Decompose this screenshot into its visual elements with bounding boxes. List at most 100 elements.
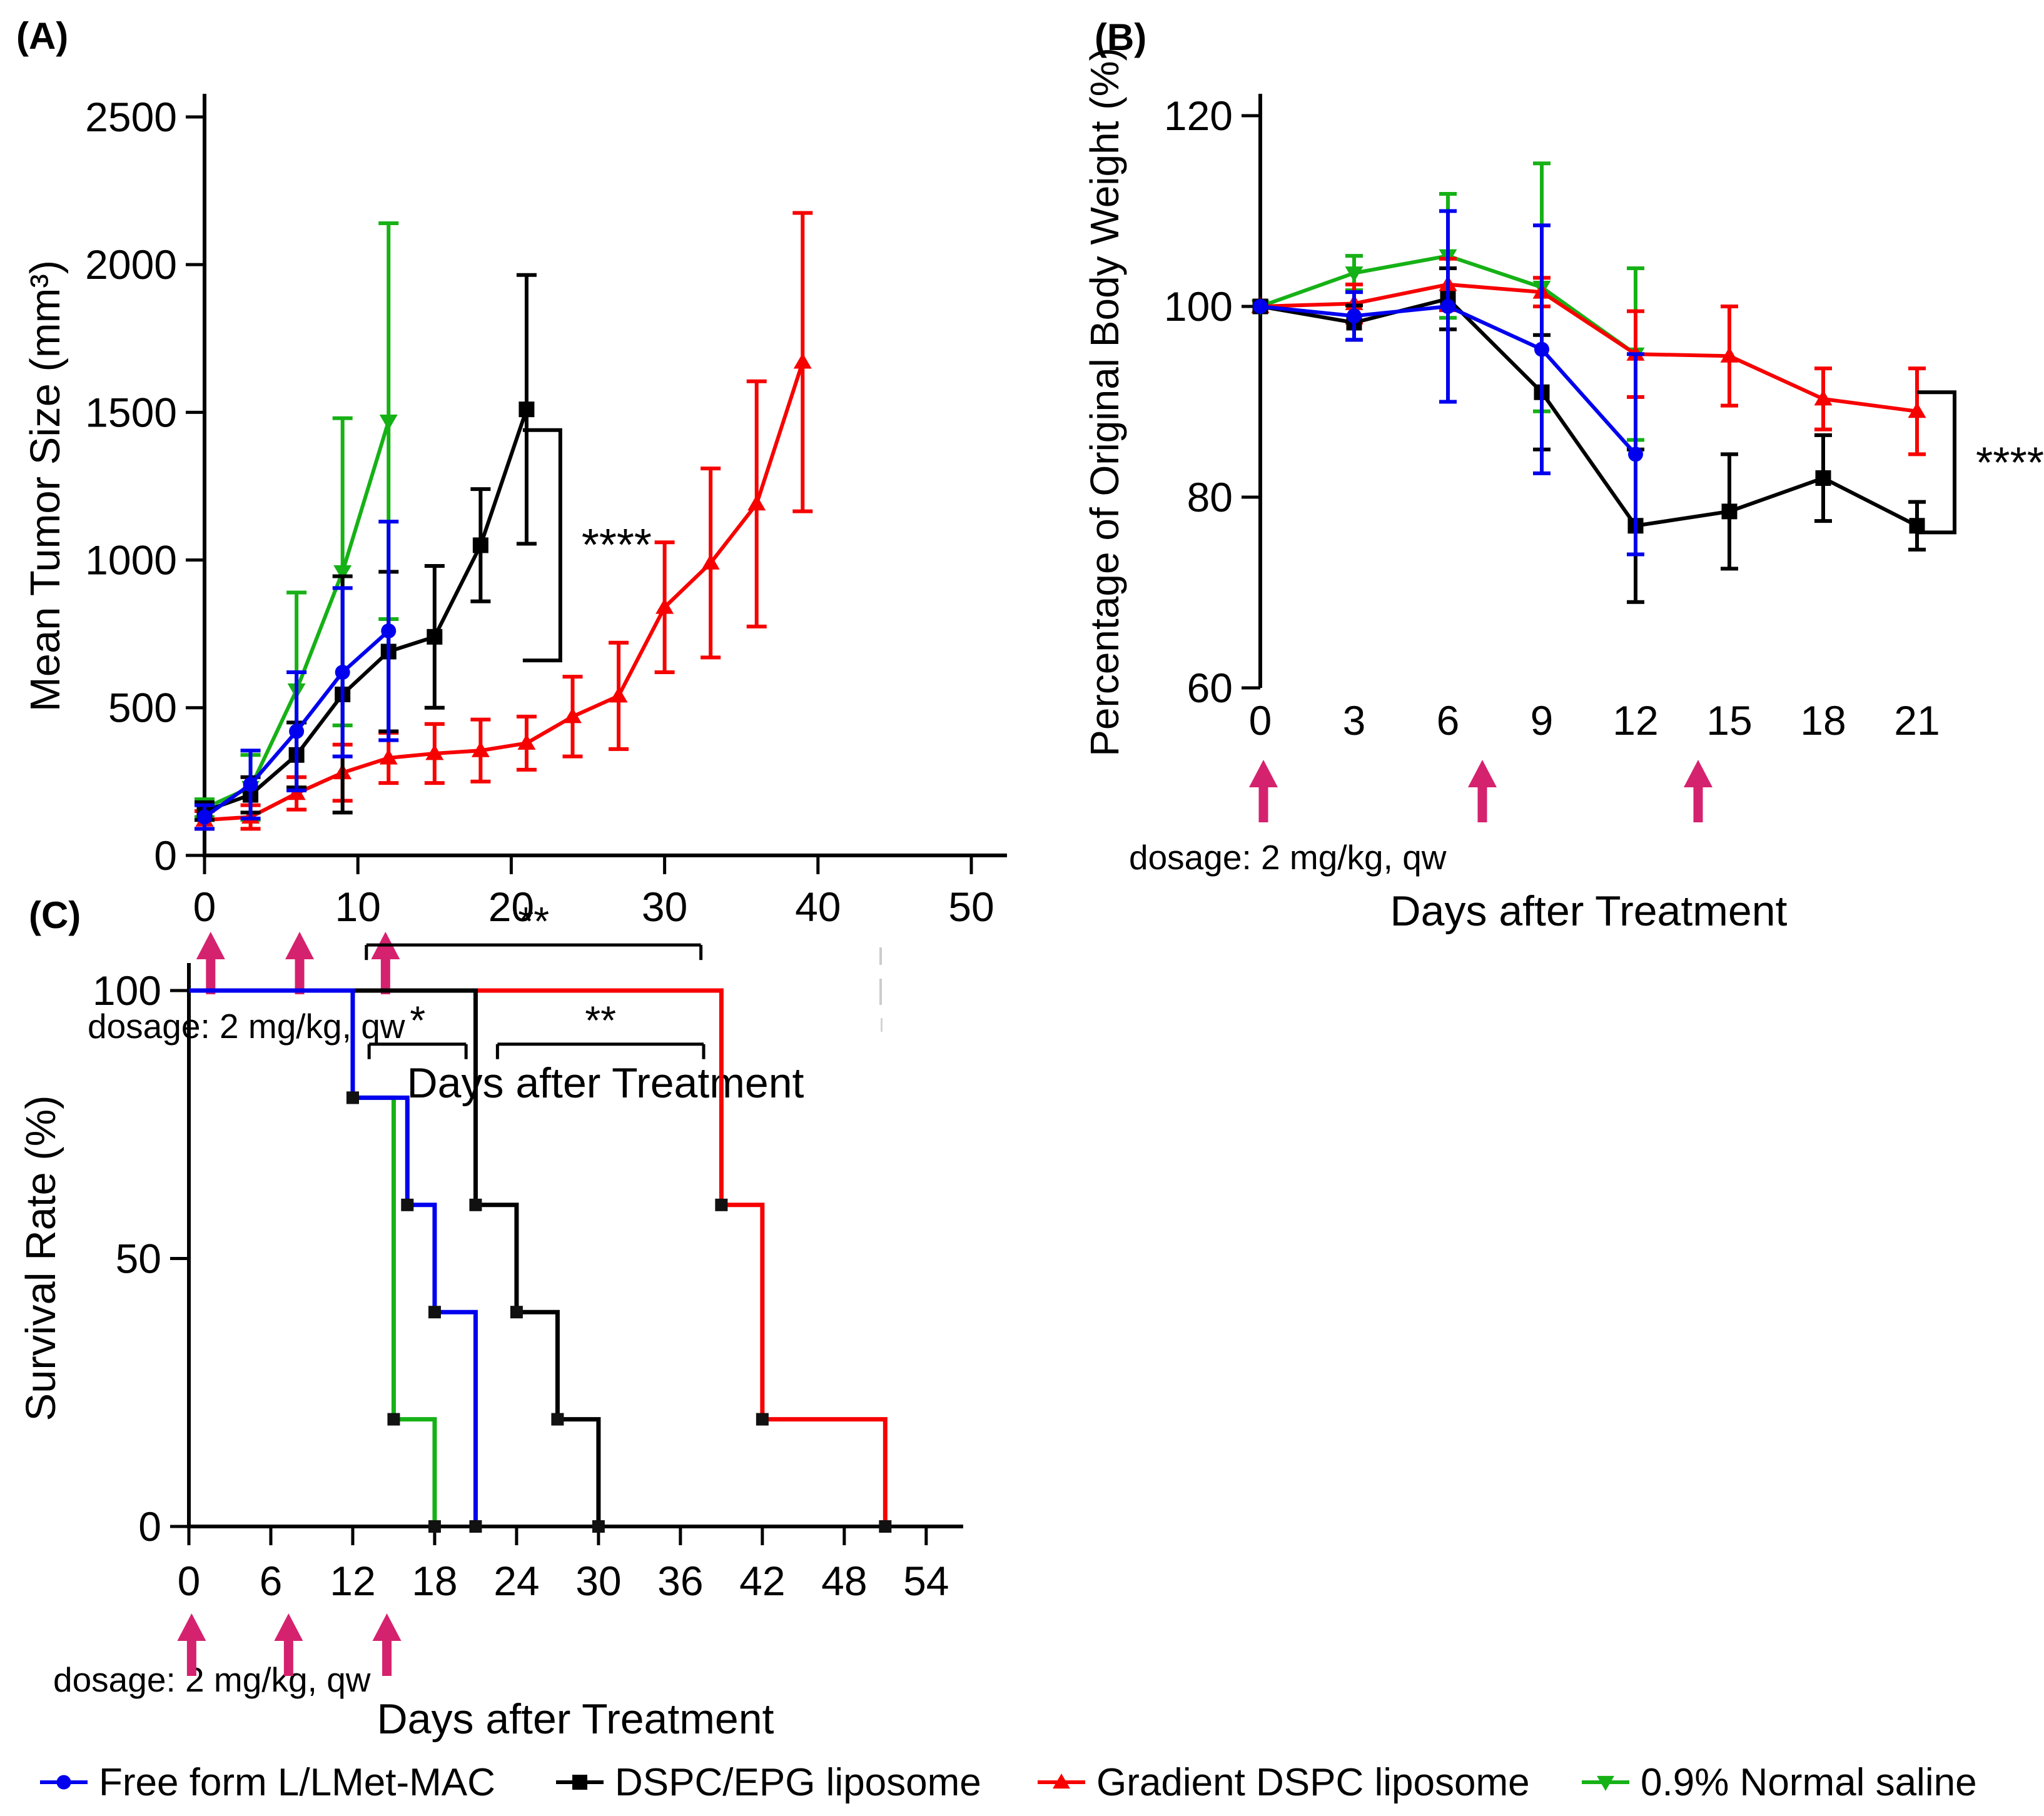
x-tick-label: 15	[1706, 697, 1752, 744]
data-point-marker	[428, 1306, 441, 1319]
legend-item-label: Free form L/LMet-MAC	[99, 1760, 495, 1804]
data-point-marker	[1628, 446, 1643, 462]
x-tick-label: 18	[1800, 697, 1846, 744]
legend-item: Free form L/LMet-MAC	[38, 1760, 495, 1804]
x-tick-label: 40	[795, 884, 841, 930]
data-point-marker	[401, 1198, 414, 1211]
data-point-marker	[472, 537, 488, 553]
data-point-marker	[471, 741, 490, 757]
line-square-marker-icon	[556, 1775, 604, 1790]
data-point-marker	[379, 415, 398, 431]
panel-c-y-axis-title: Survival Rate (%)	[18, 1095, 64, 1421]
data-point-marker	[1815, 470, 1831, 486]
panel-c: (C) Survival Rate (%) Days after Treatme…	[18, 894, 963, 1743]
panel-b-label: (B)	[1095, 16, 1146, 58]
significance-stars: ****	[582, 520, 652, 570]
x-tick-label: 50	[948, 884, 994, 930]
y-tick-label: 1500	[85, 389, 177, 435]
data-point-marker	[1345, 266, 1364, 283]
legend-item-label: DSPC/EPG liposome	[615, 1760, 981, 1804]
dosage-arrow-icon	[1468, 760, 1497, 822]
data-point-marker	[551, 1413, 564, 1426]
y-tick-label: 50	[116, 1236, 161, 1282]
line-triangle-up-marker-icon	[1038, 1773, 1085, 1789]
axes: 0 50 100 0 6 12 18 24 30 36 42 48 54	[93, 963, 963, 1604]
data-point-marker	[197, 809, 212, 825]
data-point-marker	[747, 495, 766, 511]
significance-stars: **	[518, 899, 549, 944]
legend-item: Gradient DSPC liposome	[1035, 1760, 1530, 1804]
x-tick-label: 10	[335, 884, 380, 930]
bracket	[1917, 390, 1956, 535]
data-point-marker	[333, 565, 352, 581]
data-point-marker	[517, 734, 536, 750]
significance-bracket: ****	[1917, 390, 2044, 535]
x-tick-label: 6	[1437, 697, 1460, 744]
x-tick-label: 3	[1343, 697, 1366, 744]
panel-c-dosage-note: dosage: 2 mg/kg, qw	[53, 1660, 371, 1699]
axes: 0 500 1000 1500 2000 2500 0 10 20 30 40 50	[85, 94, 1007, 930]
data-point-marker	[563, 707, 582, 724]
data-point-marker	[510, 1306, 523, 1319]
series-line	[1260, 296, 1918, 528]
panel-b-plot: 60 80 100 120 0 3 6 9 12 15 18 21 ****	[1164, 93, 2044, 822]
legend-item-label: 0.9% Normal saline	[1641, 1760, 1977, 1804]
data-point-marker	[387, 1413, 400, 1426]
data-point-marker	[793, 353, 812, 369]
x-tick-label: 36	[657, 1558, 703, 1604]
y-tick-label: 1000	[85, 537, 177, 583]
data-point-marker	[609, 687, 628, 703]
data-point-marker	[425, 744, 444, 760]
data-point-marker	[592, 1520, 605, 1533]
data-point-marker	[655, 598, 674, 614]
significance-stars: *	[410, 998, 425, 1043]
panel-b-y-axis-title: Percentage of Original Body Weight (%)	[1082, 48, 1127, 757]
panel-a-y-axis-title: Mean Tumor Size (mm³)	[22, 260, 69, 712]
line-circle-marker-icon	[40, 1775, 88, 1790]
significance-bar: **	[365, 899, 703, 961]
dosage-arrow-icon	[196, 932, 225, 994]
y-tick-label: 100	[93, 967, 161, 1014]
data-point-marker	[1721, 503, 1738, 520]
y-tick-label: 500	[108, 685, 177, 731]
bracket	[522, 428, 562, 663]
data-point-marker	[1440, 299, 1455, 314]
y-tick-label: 60	[1187, 665, 1233, 711]
data-point-marker	[1253, 299, 1268, 314]
significance-bar: *	[367, 998, 468, 1059]
data-point-marker	[756, 1413, 769, 1426]
survival-step-line	[189, 988, 437, 1526]
y-tick-label: 0	[138, 1503, 161, 1550]
x-tick-label: 6	[260, 1558, 283, 1604]
x-tick-label: 48	[821, 1558, 867, 1604]
data-point-marker	[346, 1091, 359, 1104]
data-point-marker	[701, 553, 720, 570]
panel-c-x-axis-title: Days after Treatment	[377, 1695, 774, 1743]
dosage-arrow-icon	[274, 1613, 303, 1676]
x-tick-label: 24	[493, 1558, 539, 1604]
panel-b-x-axis-title: Days after Treatment	[1390, 887, 1788, 935]
panel-b: (B) Percentage of Original Body Weight (…	[1082, 16, 2044, 935]
dosage-arrow-icon	[1684, 760, 1713, 822]
data-point-marker	[427, 628, 443, 645]
series-gradient-dspc-liposome	[195, 211, 813, 831]
y-tick-label: 100	[1164, 283, 1233, 330]
significance-stars: **	[585, 998, 616, 1043]
x-tick-label: 18	[412, 1558, 457, 1604]
series-0-9-normal-saline	[189, 988, 441, 1533]
legend-item-label: Gradient DSPC liposome	[1096, 1760, 1530, 1804]
data-point-marker	[1720, 346, 1739, 363]
data-point-marker	[1597, 1775, 1614, 1791]
data-point-marker	[1908, 402, 1926, 418]
line-triangle-down-marker-icon	[1582, 1775, 1629, 1791]
dosage-arrow-icon	[372, 1613, 402, 1676]
panel-b-dosage-note: dosage: 2 mg/kg, qw	[1129, 838, 1447, 877]
x-tick-label: 0	[193, 884, 216, 930]
x-tick-label: 9	[1530, 697, 1554, 744]
x-tick-label: 30	[642, 884, 687, 930]
series-gradient-dspc-liposome	[189, 988, 892, 1533]
data-point-marker	[519, 401, 535, 418]
x-tick-label: 12	[1612, 697, 1658, 744]
survival-step-line	[189, 988, 888, 1526]
